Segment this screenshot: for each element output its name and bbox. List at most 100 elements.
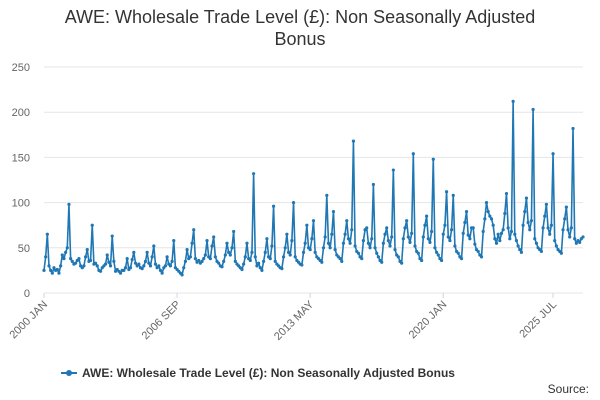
data-point[interactable] bbox=[508, 237, 512, 241]
data-point[interactable] bbox=[569, 226, 573, 230]
data-point[interactable] bbox=[496, 232, 500, 236]
data-point[interactable] bbox=[180, 273, 184, 277]
data-point[interactable] bbox=[476, 249, 480, 254]
data-point[interactable] bbox=[484, 201, 489, 205]
data-point[interactable] bbox=[291, 201, 296, 205]
data-point[interactable] bbox=[310, 237, 314, 241]
data-point[interactable] bbox=[479, 255, 484, 259]
data-point[interactable] bbox=[521, 223, 525, 227]
data-point[interactable] bbox=[400, 261, 404, 265]
data-point[interactable] bbox=[390, 235, 394, 239]
data-point[interactable] bbox=[70, 259, 74, 263]
data-point[interactable] bbox=[157, 264, 161, 268]
data-point[interactable] bbox=[494, 241, 499, 245]
data-point[interactable] bbox=[228, 253, 232, 257]
data-point[interactable] bbox=[553, 238, 557, 243]
data-point[interactable] bbox=[514, 238, 519, 243]
data-point[interactable] bbox=[523, 210, 527, 214]
data-point[interactable] bbox=[248, 258, 252, 263]
data-point[interactable] bbox=[361, 238, 366, 243]
data-point[interactable] bbox=[566, 228, 570, 232]
data-point[interactable] bbox=[340, 259, 344, 263]
data-point[interactable] bbox=[471, 226, 475, 230]
data-point[interactable] bbox=[528, 228, 532, 232]
data-point[interactable] bbox=[343, 232, 347, 236]
data-point[interactable] bbox=[464, 210, 469, 214]
data-point[interactable] bbox=[133, 261, 138, 265]
data-point[interactable] bbox=[230, 246, 234, 250]
data-point[interactable] bbox=[541, 226, 545, 230]
data-point[interactable] bbox=[110, 234, 114, 238]
data-point[interactable] bbox=[371, 182, 375, 187]
data-point[interactable] bbox=[153, 262, 158, 266]
data-point[interactable] bbox=[551, 152, 555, 156]
data-point[interactable] bbox=[137, 262, 141, 266]
data-point[interactable] bbox=[208, 257, 212, 261]
data-point[interactable] bbox=[393, 248, 397, 252]
data-point[interactable] bbox=[381, 241, 385, 245]
data-point[interactable] bbox=[77, 257, 81, 261]
data-point[interactable] bbox=[533, 237, 537, 241]
data-point[interactable] bbox=[356, 251, 361, 255]
data-point[interactable] bbox=[321, 246, 326, 250]
data-point[interactable] bbox=[50, 271, 54, 275]
data-point[interactable] bbox=[360, 257, 364, 261]
data-point[interactable] bbox=[147, 261, 151, 265]
data-point[interactable] bbox=[353, 244, 357, 248]
data-point[interactable] bbox=[466, 233, 470, 237]
data-point[interactable] bbox=[47, 264, 51, 268]
data-point[interactable] bbox=[459, 257, 464, 261]
data-point[interactable] bbox=[165, 255, 169, 259]
data-point[interactable] bbox=[488, 214, 492, 218]
data-point[interactable] bbox=[112, 259, 116, 263]
data-point[interactable] bbox=[449, 228, 454, 232]
data-point[interactable] bbox=[190, 241, 194, 245]
data-point[interactable] bbox=[160, 271, 164, 275]
data-point[interactable] bbox=[548, 232, 552, 236]
data-point[interactable] bbox=[82, 264, 86, 268]
data-point[interactable] bbox=[421, 235, 425, 239]
data-point[interactable] bbox=[539, 249, 544, 254]
data-point[interactable] bbox=[444, 190, 449, 194]
data-point[interactable] bbox=[568, 235, 572, 239]
data-point[interactable] bbox=[391, 168, 395, 172]
data-point[interactable] bbox=[107, 260, 111, 264]
data-point[interactable] bbox=[441, 232, 445, 236]
data-point[interactable] bbox=[158, 268, 163, 272]
data-point[interactable] bbox=[271, 204, 276, 208]
data-point[interactable] bbox=[217, 261, 221, 265]
data-point[interactable] bbox=[288, 253, 292, 257]
data-point[interactable] bbox=[524, 196, 529, 200]
data-point[interactable] bbox=[563, 217, 567, 221]
data-point[interactable] bbox=[506, 226, 510, 230]
data-point[interactable] bbox=[313, 250, 317, 254]
data-point[interactable] bbox=[212, 235, 216, 239]
data-point[interactable] bbox=[108, 264, 113, 268]
data-point[interactable] bbox=[98, 269, 103, 273]
legend[interactable]: AWE: Wholesale Trade Level (£): Non Seas… bbox=[61, 366, 455, 380]
data-point[interactable] bbox=[546, 226, 550, 230]
data-point[interactable] bbox=[55, 267, 59, 272]
data-point[interactable] bbox=[223, 253, 227, 257]
data-point[interactable] bbox=[193, 257, 197, 261]
data-point[interactable] bbox=[396, 255, 400, 259]
data-point[interactable] bbox=[341, 241, 346, 245]
data-point[interactable] bbox=[325, 193, 329, 197]
data-point[interactable] bbox=[534, 241, 539, 245]
data-point[interactable] bbox=[311, 219, 316, 223]
data-point[interactable] bbox=[125, 257, 129, 261]
data-point[interactable] bbox=[242, 262, 246, 266]
data-point[interactable] bbox=[435, 250, 439, 254]
data-point[interactable] bbox=[83, 255, 88, 259]
data-point[interactable] bbox=[67, 202, 71, 207]
data-point[interactable] bbox=[428, 240, 432, 244]
data-point[interactable] bbox=[258, 266, 262, 270]
data-point[interactable] bbox=[430, 229, 434, 234]
data-point[interactable] bbox=[503, 211, 507, 216]
data-point[interactable] bbox=[461, 231, 465, 235]
data-point[interactable] bbox=[403, 226, 407, 230]
data-point[interactable] bbox=[410, 231, 414, 235]
data-point[interactable] bbox=[183, 259, 187, 263]
data-point[interactable] bbox=[227, 250, 231, 254]
data-point[interactable] bbox=[456, 251, 460, 255]
